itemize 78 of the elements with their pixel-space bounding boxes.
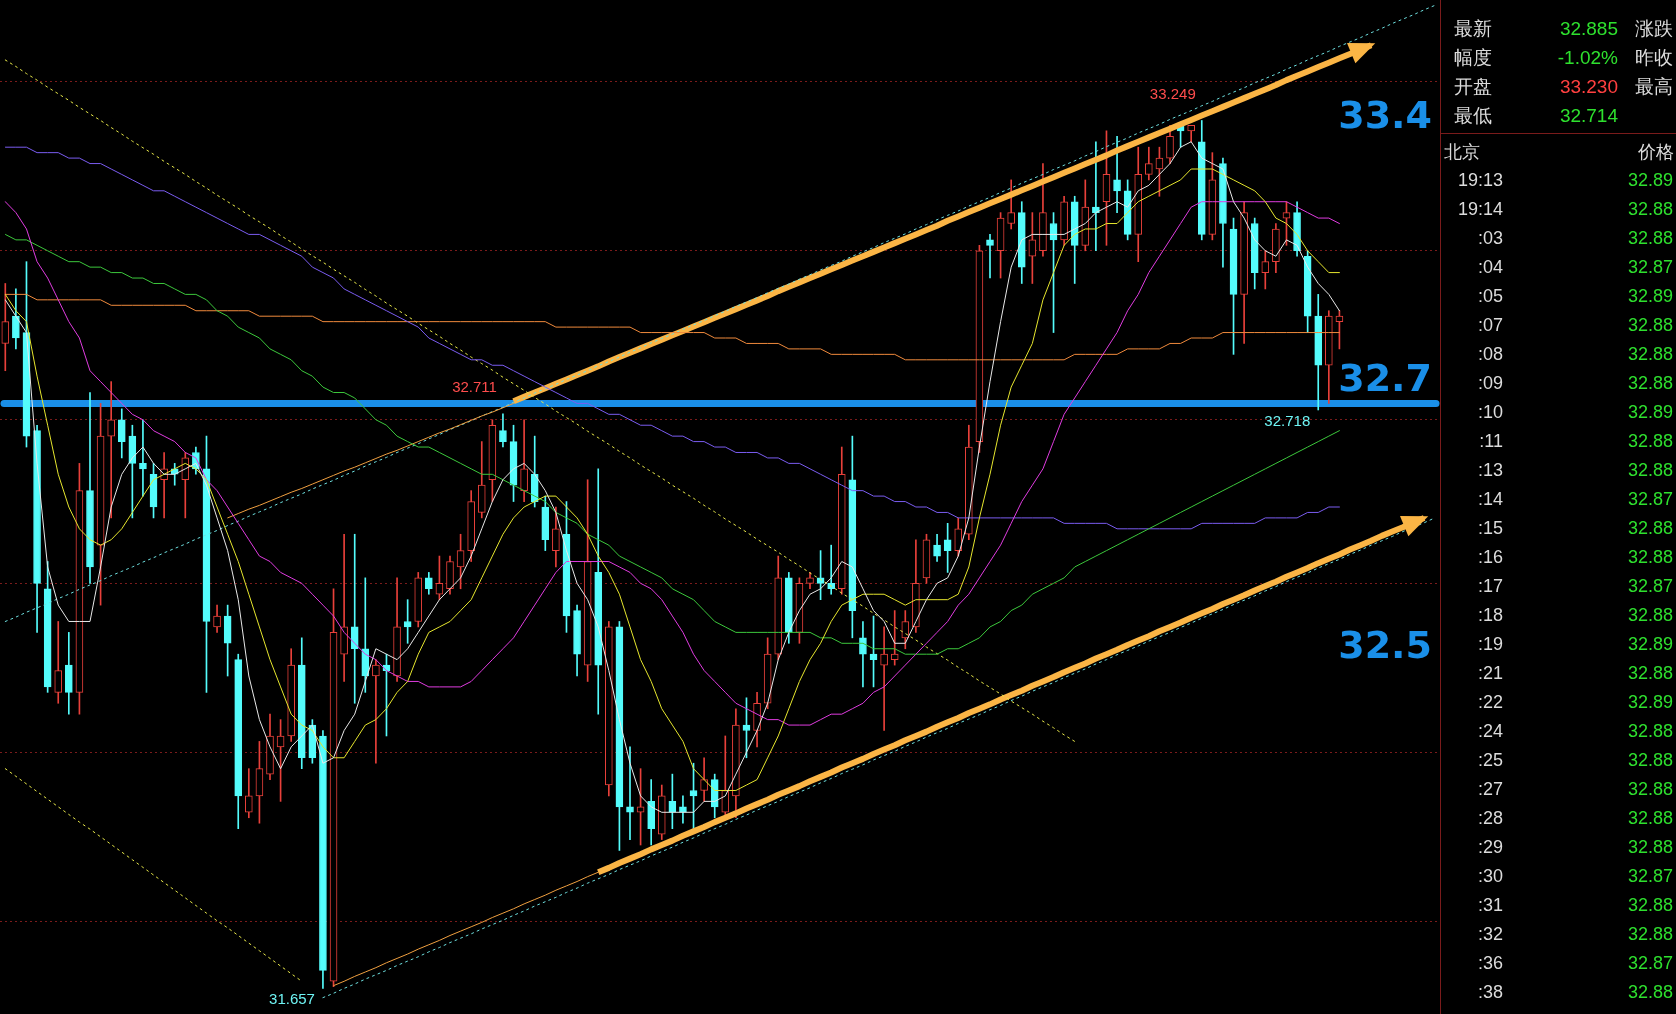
data-label: 32.88 (1628, 750, 1674, 770)
data-label: 32.88 (1628, 228, 1674, 248)
text: 32.711 (452, 378, 497, 396)
category-label: :30 (1477, 866, 1503, 886)
data-label: 32.87 (1628, 257, 1674, 277)
data-label: 32.88 (1628, 315, 1674, 335)
category-label: :03 (1477, 228, 1503, 248)
category-label: :21 (1477, 663, 1503, 683)
category-label: :13 (1477, 460, 1503, 480)
data-label: 32.88 (1628, 895, 1674, 915)
data-label: 32.88 (1628, 721, 1674, 741)
category-label: :18 (1477, 605, 1503, 625)
category-label: :09 (1477, 373, 1503, 393)
text: 最新 (1454, 18, 1492, 39)
category-label: :07 (1477, 315, 1503, 335)
data-label: 32.89 (1628, 286, 1674, 306)
category-label: 19:14 (1457, 199, 1503, 219)
category-label: :16 (1477, 547, 1503, 567)
data-label: 32.88 (1628, 924, 1674, 944)
category-label: :10 (1477, 402, 1503, 422)
category-label: 19:13 (1457, 170, 1503, 190)
data-label: 32.88 (1628, 460, 1674, 480)
text: 32.714 (1559, 105, 1618, 126)
category-label: :27 (1477, 779, 1503, 799)
category-label: :38 (1477, 982, 1503, 1002)
data-label: 32.89 (1628, 170, 1674, 190)
text: 开盘 (1454, 76, 1492, 97)
data-label: 32.88 (1628, 373, 1674, 393)
category-label: :28 (1477, 808, 1503, 828)
category-label: :04 (1477, 257, 1503, 277)
text: 32.885 (1559, 18, 1618, 39)
data-label: 32.88 (1628, 605, 1674, 625)
data-label: 32.88 (1628, 982, 1674, 1002)
text: 价格 (1638, 142, 1674, 162)
text: 最低 (1454, 105, 1492, 126)
data-label: 32.88 (1628, 431, 1674, 451)
category-label: :22 (1477, 692, 1503, 712)
data-label: 32.88 (1628, 837, 1674, 857)
category-label: :29 (1477, 837, 1503, 857)
text: 涨跌 (1635, 18, 1673, 39)
data-label: 32.88 (1628, 518, 1674, 538)
data-label: 32.87 (1628, 953, 1674, 973)
text: 昨收 (1635, 47, 1673, 68)
category-label: :25 (1477, 750, 1503, 770)
category-label: :05 (1477, 286, 1503, 306)
data-label: 32.87 (1628, 866, 1674, 886)
text: -1.02% (1557, 47, 1618, 68)
category-label: :24 (1477, 721, 1503, 741)
text: 33.230 (1559, 76, 1618, 97)
annotation: 32.5 (1338, 623, 1432, 667)
data-label: 32.88 (1628, 779, 1674, 799)
category-label: :31 (1477, 895, 1503, 915)
data-label: 32.89 (1628, 692, 1674, 712)
text: 32.718 (1264, 411, 1311, 429)
ref-line-label: 32.7 (1338, 356, 1432, 401)
data-label: 32.88 (1628, 808, 1674, 828)
category-label: :17 (1477, 576, 1503, 596)
data-label: 32.87 (1628, 576, 1674, 596)
category-label: :11 (1479, 431, 1503, 451)
data-label: 32.88 (1628, 199, 1674, 219)
category-label: :32 (1477, 924, 1503, 944)
data-label: 32.88 (1628, 547, 1674, 567)
text: 北京 (1444, 142, 1480, 162)
data-label: 32.87 (1628, 489, 1674, 509)
annotation: 33.4 (1338, 93, 1432, 137)
category-label: :36 (1477, 953, 1503, 973)
category-label: :15 (1477, 518, 1503, 538)
data-label: 32.88 (1628, 663, 1674, 683)
data-label: 32.88 (1628, 344, 1674, 364)
category-label: :19 (1477, 634, 1503, 654)
data-label: 32.89 (1628, 402, 1674, 422)
data-label: 32.89 (1628, 634, 1674, 654)
text: 31.657 (269, 990, 315, 1008)
category-label: :08 (1477, 344, 1503, 364)
text: 33.249 (1149, 85, 1196, 103)
category-label: :14 (1477, 489, 1503, 509)
text: 最高 (1635, 76, 1673, 97)
text: 幅度 (1454, 47, 1492, 68)
